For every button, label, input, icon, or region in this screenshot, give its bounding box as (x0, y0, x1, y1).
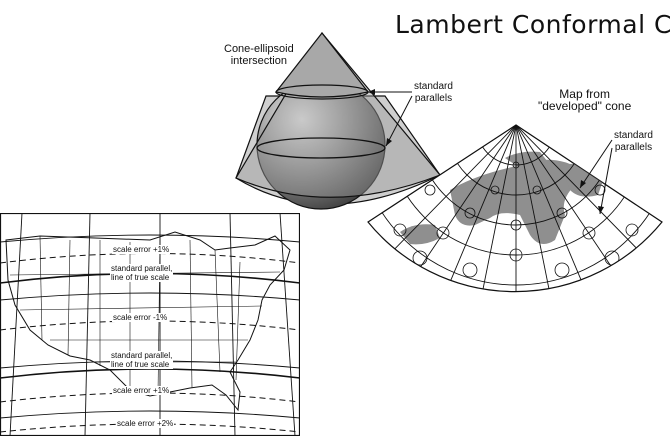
us-outline (5, 231, 291, 412)
developed-parallels-line1: standard (614, 130, 653, 141)
land-africa-eurasia (450, 159, 580, 244)
cone-parallels-line1: standard (414, 81, 453, 92)
developed-label-line1: Map from (559, 87, 610, 101)
sp2-line2: line of true scale (111, 360, 170, 369)
developed-standard-parallels-label: standard parallels (614, 130, 653, 154)
sp1-line1: standard parallel, (111, 264, 173, 273)
cone-standard-parallels-label: standard parallels (414, 81, 453, 105)
scale-error-top-label: scale error +1% (112, 245, 171, 254)
developed-label-line2: "developed" cone (538, 99, 632, 113)
cone-label: Cone-ellipsoid intersection (224, 43, 294, 67)
figure-title: Lambert Conformal Conic (395, 10, 670, 39)
cone-label-line1: Cone-ellipsoid (224, 43, 294, 55)
pointer-lower (385, 95, 413, 147)
standard-parallel-1-label: standard parallel, line of true scale (110, 264, 174, 282)
standard-parallel-2-label: standard parallel, line of true scale (110, 351, 174, 369)
land-americas (400, 224, 440, 245)
cone-label-line2: intersection (230, 55, 287, 67)
lower-intersection-ellipse (256, 137, 386, 159)
sp1-line2: line of true scale (111, 273, 170, 282)
developed-cone-label: Map from "developed" cone (538, 88, 631, 112)
scale-error-bottom-label: scale error +2% (116, 419, 175, 428)
developed-parallels-line2: parallels (614, 142, 653, 153)
cone-ellipsoid-diagram (235, 31, 441, 210)
scale-error-lower-label: scale error +1% (112, 386, 171, 395)
cone-tip (274, 32, 370, 98)
developed-cone-map (367, 124, 663, 293)
scale-error-middle-label: scale error -1% (112, 313, 169, 322)
cone-parallels-line2: parallels (414, 93, 453, 104)
sp2-line1: standard parallel, (111, 351, 173, 360)
